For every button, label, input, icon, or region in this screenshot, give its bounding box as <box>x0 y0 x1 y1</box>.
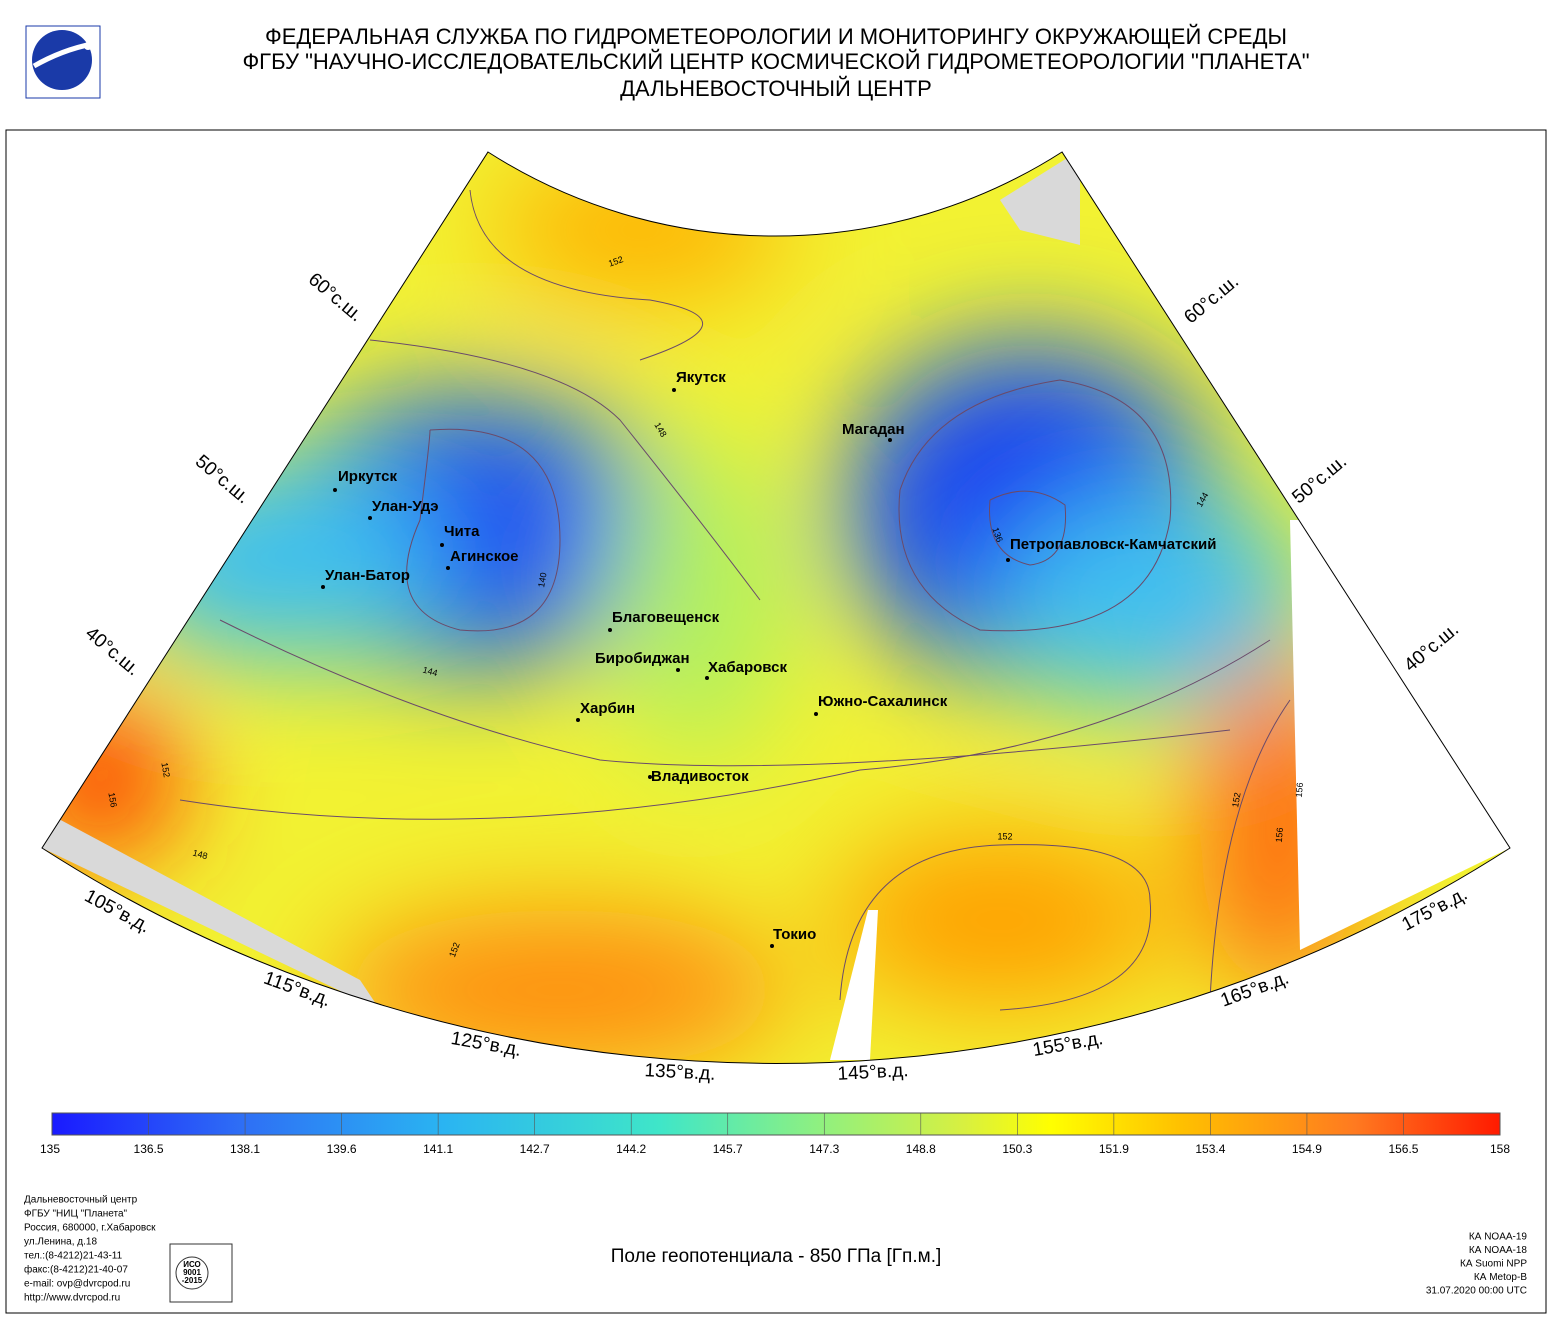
map-field <box>42 152 1510 1064</box>
colorbar-label: 136.5 <box>134 1142 164 1156</box>
latitude-label: 60°с.ш. <box>304 269 367 326</box>
city-label: Южно-Сахалинск <box>818 693 948 710</box>
city-label: Биробиджан <box>595 650 690 667</box>
colorbar-label: 150.3 <box>1002 1142 1032 1156</box>
city-label: Харбин <box>580 700 635 717</box>
contour-label: 152 <box>607 254 625 269</box>
contour-label: 136 <box>990 526 1005 544</box>
frame <box>5 129 1547 1314</box>
certificate-text: 9001 <box>183 1268 201 1277</box>
longitude-label: 135°в.д. <box>644 1060 716 1085</box>
address-line: ул.Ленина, д.18 <box>24 1237 97 1248</box>
city-dot <box>576 718 580 722</box>
latitude-label: 50°с.ш. <box>1288 451 1351 508</box>
latitude-label: 50°с.ш. <box>191 451 254 508</box>
latitude-label: 40°с.ш. <box>81 623 144 680</box>
certificate-text: ИСО <box>183 1260 201 1269</box>
contour-label: 144 <box>422 665 439 679</box>
address-line: Дальневосточный центр <box>24 1195 138 1206</box>
city-dot <box>648 775 652 779</box>
contour-label: 152 <box>159 762 171 779</box>
city-dot <box>368 516 372 520</box>
latitude-label: 40°с.ш. <box>1400 619 1463 676</box>
satellite-line: КА NOAA-18 <box>1469 1245 1528 1256</box>
logo <box>25 25 101 99</box>
colorbar-label: 144.2 <box>616 1142 646 1156</box>
title-line: ФЕДЕРАЛЬНАЯ СЛУЖБА ПО ГИДРОМЕТЕОРОЛОГИИ … <box>265 24 1287 49</box>
city-dot <box>888 438 892 442</box>
colorbar-label: 135 <box>40 1142 60 1156</box>
city-dot <box>440 543 444 547</box>
colorbar-label: 154.9 <box>1292 1142 1322 1156</box>
city-dot <box>770 944 774 948</box>
city-label: Магадан <box>842 421 905 438</box>
colorbar-label: 158 <box>1490 1142 1510 1156</box>
city-dot <box>446 566 450 570</box>
colorbar-label: 139.6 <box>327 1142 357 1156</box>
city-label: Благовещенск <box>612 609 720 626</box>
contour-label: 140 <box>536 572 548 589</box>
city-label: Хабаровск <box>708 659 787 676</box>
city-dot <box>814 712 818 716</box>
city-label: Якутск <box>676 369 726 386</box>
certificate-text: -2015 <box>182 1276 203 1285</box>
city-label: Иркутск <box>338 468 397 485</box>
colorbar-label: 151.9 <box>1099 1142 1129 1156</box>
colorbar <box>51 1112 1501 1136</box>
colorbar-label: 145.7 <box>713 1142 743 1156</box>
address-line: тел.:(8-4212)21-43-11 <box>24 1251 123 1262</box>
colorbar-label: 156.5 <box>1388 1142 1418 1156</box>
city-label: Улан-Батор <box>325 567 410 584</box>
satellite-line: КА Metop-B <box>1474 1272 1527 1283</box>
longitude-label: 145°в.д. <box>837 1060 909 1085</box>
contour-label: 152 <box>447 941 462 959</box>
contour-label: 156 <box>1274 827 1285 843</box>
contour-label: 152 <box>1230 792 1242 809</box>
city-dot <box>672 388 676 392</box>
colorbar-label: 148.8 <box>906 1142 936 1156</box>
satellite-line: КА Suomi NPP <box>1460 1259 1527 1270</box>
satellite-line: 31.07.2020 00:00 UTC <box>1426 1286 1527 1297</box>
colorbar-label: 153.4 <box>1195 1142 1225 1156</box>
city-dot <box>333 488 337 492</box>
address-line: ФГБУ "НИЦ "Планета" <box>24 1209 128 1220</box>
address-line: Россия, 680000, г.Хабаровск <box>24 1222 156 1234</box>
city-dot <box>608 628 612 632</box>
city-label: Токио <box>773 926 816 943</box>
caption: Поле геопотенциала - 850 ГПа [Гп.м.] <box>611 1246 942 1267</box>
colorbar-label: 147.3 <box>809 1142 839 1156</box>
satellite-line: КА NOAA-19 <box>1469 1232 1528 1243</box>
contour-label: 148 <box>192 848 209 862</box>
city-dot <box>705 676 709 680</box>
latitude-label: 60°с.ш. <box>1180 271 1243 328</box>
contour-label: 156 <box>1294 782 1305 798</box>
city-label: Улан-Удэ <box>372 498 439 515</box>
certificate <box>169 1243 233 1303</box>
map-outline <box>41 151 1511 1064</box>
contour-label: 152 <box>997 831 1012 841</box>
city-label: Петропавловск-Камчатский <box>1010 536 1216 553</box>
address-line: e-mail: ovp@dvrcpod.ru <box>24 1279 130 1290</box>
address-line: факс:(8-4212)21-40-07 <box>24 1264 128 1276</box>
contour-label: 156 <box>106 792 118 809</box>
city-label: Владивосток <box>651 768 749 785</box>
colorbar-label: 142.7 <box>520 1142 550 1156</box>
colorbar-label: 138.1 <box>230 1142 260 1156</box>
city-label: Агинское <box>450 548 519 565</box>
title-line: ДАЛЬНЕВОСТОЧНЫЙ ЦЕНТР <box>620 76 932 101</box>
city-dot <box>676 668 680 672</box>
title-line: ФГБУ "НАУЧНО-ИССЛЕДОВАТЕЛЬСКИЙ ЦЕНТР КОС… <box>242 49 1309 74</box>
address-line: http://www.dvrcpod.ru <box>24 1293 120 1304</box>
city-label: Чита <box>444 523 480 540</box>
city-dot <box>321 585 325 589</box>
colorbar-label: 141.1 <box>423 1142 453 1156</box>
city-dot <box>1006 558 1010 562</box>
